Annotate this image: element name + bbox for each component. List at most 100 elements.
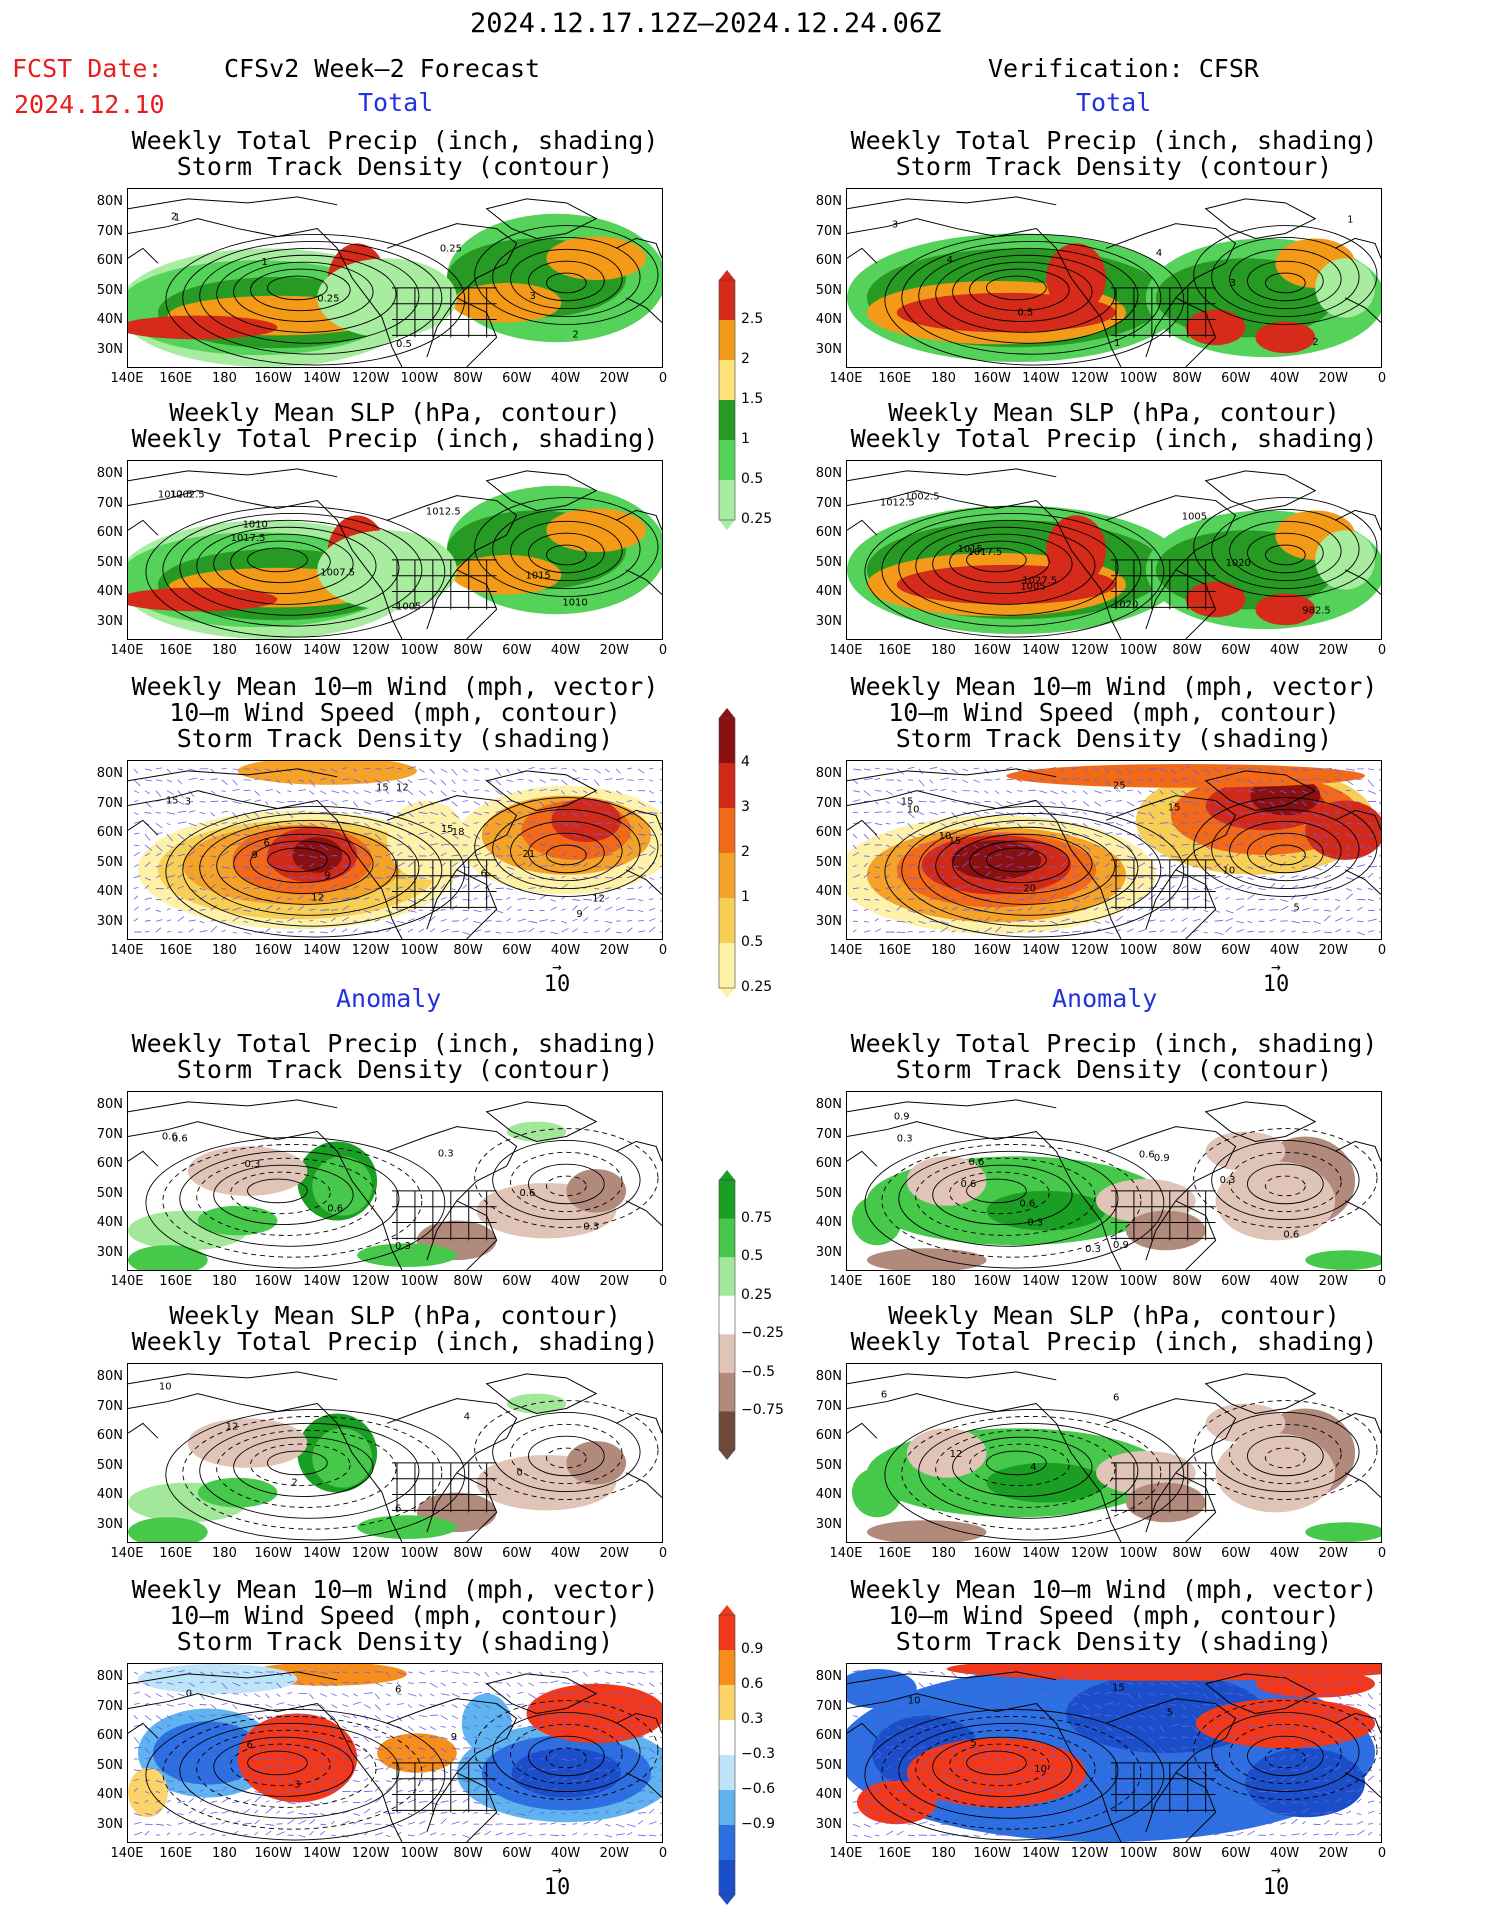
fc-anom-precip-storm-map: 0.6 0.3 0.6 0.3 0.3 0.6 0.3 0.6	[127, 1091, 663, 1271]
longitude-label: 60W	[502, 1274, 532, 1289]
longitude-label: 120W	[1070, 371, 1109, 386]
contour-label: 3	[892, 220, 898, 231]
longitude-label: 160W	[254, 1546, 293, 1561]
colorbar-swatch	[719, 1825, 735, 1861]
colorbar-swatch	[719, 1720, 735, 1756]
wind-vectors	[133, 766, 662, 936]
longitude-label: 40W	[1269, 643, 1300, 658]
contour-lines	[864, 1700, 1378, 1841]
contour-label: 0.6	[327, 1204, 343, 1215]
contour-label: 5	[1293, 902, 1299, 913]
longitude-label: 140W	[303, 1546, 341, 1561]
latitude-label: 30N	[96, 341, 123, 357]
contour-label: 10	[159, 1382, 172, 1393]
contour-label: 0.3	[395, 1241, 411, 1252]
ob-anom-precip-storm-map: 0.9 0.6 0.3 0.9 0.9 0.3 0.6 0.3 0.6 0.6 0.3 0.6	[846, 1091, 1382, 1271]
latitude-label: 70N	[815, 1698, 842, 1714]
coastlines	[128, 1099, 662, 1270]
wind-vectors	[852, 1669, 1381, 1838]
contour-label: 1	[262, 257, 268, 268]
longitude-label: 180	[212, 1846, 237, 1861]
latitude-label: 50N	[96, 1457, 123, 1473]
contour-lines	[864, 497, 1378, 638]
colorbar-swatch	[719, 763, 735, 809]
longitude-label: 40W	[550, 643, 581, 658]
longitude-label: 100W	[1119, 1846, 1158, 1861]
longitude-label: 0	[1377, 1546, 1387, 1561]
fc-wind-storm-title-line-3: Storm Track Density (shading)	[176, 724, 614, 753]
coastlines	[847, 196, 1381, 367]
wind-reference-vector: → 10	[1246, 1862, 1306, 1899]
colorbar-swatch	[719, 440, 735, 481]
longitude-label: 0	[658, 943, 668, 958]
longitude-label: 140W	[1022, 1274, 1060, 1289]
colorbar-swatch	[719, 280, 735, 321]
fc-wind-storm-title-line-1: Weekly Mean 10–m Wind (mph, vector)	[131, 672, 659, 701]
contour-label: 0.6	[1139, 1149, 1155, 1160]
contour-label: 3	[529, 291, 535, 302]
contour-label: 15	[1168, 802, 1181, 813]
shading-field	[847, 505, 1381, 635]
contour-lines	[165, 225, 659, 366]
latitude-label: 60N	[96, 253, 123, 268]
latitude-label: 40N	[815, 1487, 842, 1502]
colorbar-label: 0.5	[741, 471, 764, 487]
latitude-label: 70N	[96, 1126, 123, 1142]
coastlines	[128, 768, 662, 939]
fc-slp-precip-title-line-1: Weekly Mean SLP (hPa, contour)	[169, 398, 621, 427]
longitude-label: 140E	[110, 371, 144, 386]
longitude-label: 140E	[829, 1846, 863, 1861]
contour-label: 3	[294, 1780, 300, 1791]
longitude-label: 60W	[502, 1846, 532, 1861]
longitude-label: 100W	[400, 1274, 439, 1289]
colorbar-label: 0.5	[741, 934, 764, 950]
contour-label: 21	[523, 849, 536, 860]
fcst-date-label: FCST Date:	[12, 54, 163, 83]
longitude-label: 140E	[829, 371, 863, 386]
colorbar-label: 0.3	[741, 1711, 764, 1727]
colorbar-swatch	[719, 1411, 735, 1451]
colorbar-swatch	[719, 400, 735, 441]
contour-label: 0.6	[969, 1157, 985, 1168]
colorbar-label: 1	[741, 431, 750, 447]
colorbar-swatch	[719, 1334, 735, 1374]
longitude-label: 20W	[599, 1846, 629, 1861]
colorbar-swatch	[719, 480, 735, 521]
longitude-label: 140E	[110, 643, 144, 658]
latitude-label: 50N	[96, 554, 123, 570]
colorbar-label: 2	[741, 844, 750, 860]
longitude-label: 20W	[1318, 371, 1348, 386]
contour-label: 0.6	[1019, 1199, 1035, 1210]
colorbar-label: 0.9	[741, 1641, 764, 1657]
colorbar-swatch	[719, 943, 735, 989]
reference-arrow-icon: →	[552, 957, 562, 976]
longitude-label: 160E	[878, 1846, 912, 1861]
contour-label: 1020	[1113, 599, 1138, 610]
longitude-label: 140W	[303, 1846, 341, 1861]
latitude-label: 60N	[815, 1156, 842, 1171]
longitude-label: 140W	[303, 371, 341, 386]
longitude-label: 160W	[973, 1274, 1012, 1289]
contour-lines	[165, 1400, 659, 1541]
fc-anom-slp-precip-map: 10 12 2 6 4 0	[127, 1363, 663, 1543]
longitude-label: 140W	[1022, 943, 1060, 958]
latitude-label: 80N	[815, 194, 842, 209]
colorbar-label: −0.6	[741, 1781, 775, 1797]
latitude-label: 30N	[96, 1244, 123, 1260]
longitude-label: 160E	[878, 1274, 912, 1289]
longitude-label: 40W	[550, 1846, 581, 1861]
contour-label: 2	[291, 1478, 297, 1489]
longitude-label: 160W	[254, 1846, 293, 1861]
longitude-label: 20W	[599, 1546, 629, 1561]
contour-label: 5	[971, 1738, 977, 1749]
contour-label: 9	[451, 1732, 457, 1743]
colorbar-swatch	[719, 1860, 735, 1896]
colorbar-swatch	[719, 1218, 735, 1258]
longitude-label: 0	[658, 371, 668, 386]
latitude-label: 60N	[96, 525, 123, 540]
total-storm-density-colorbar: 4 3 2 1 0.5 0.25	[717, 708, 807, 998]
longitude-label: 140E	[110, 1846, 144, 1861]
contour-label: 9	[324, 871, 330, 882]
longitude-label: 40W	[550, 943, 581, 958]
contour-label: 6	[247, 1740, 253, 1751]
